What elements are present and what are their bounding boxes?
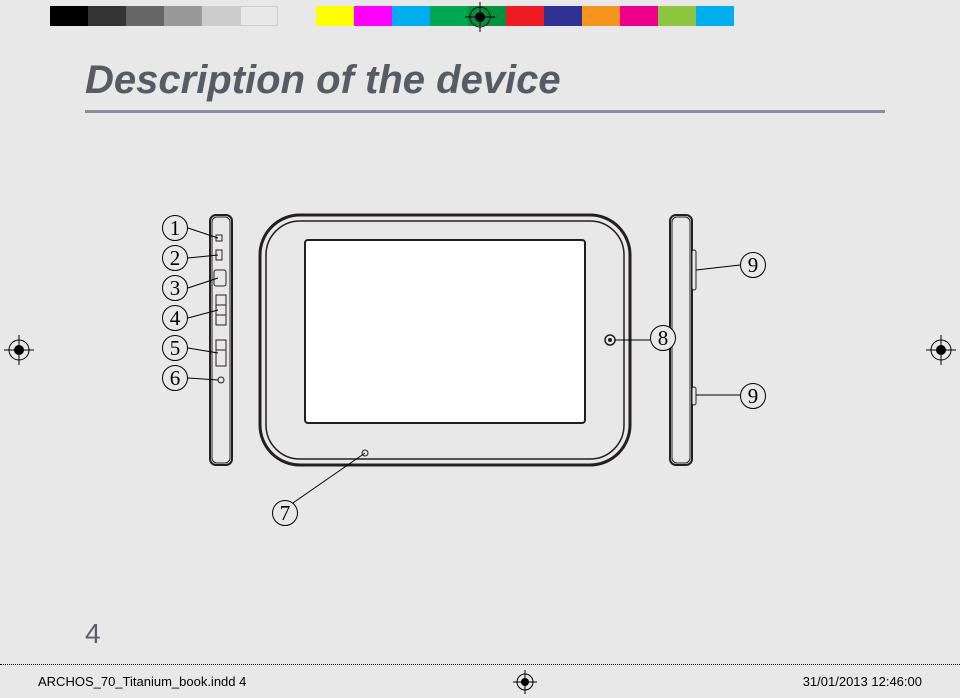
callout-9-bottom: 9: [740, 383, 766, 409]
swatch: [164, 6, 202, 26]
swatch: [506, 6, 544, 26]
swatch: [240, 6, 278, 26]
callout-label: 2: [170, 246, 181, 271]
callout-label: 6: [170, 366, 181, 391]
swatch: [430, 6, 468, 26]
callout-label: 4: [170, 306, 181, 331]
swatch: [88, 6, 126, 26]
callout-2: 2: [162, 245, 188, 271]
swatch: [658, 6, 696, 26]
swatch: [50, 6, 88, 26]
registration-mark-left: [4, 335, 34, 365]
footer-filename: ARCHOS_70_Titanium_book.indd 4: [38, 674, 246, 689]
footer-timestamp: 31/01/2013 12:46:00: [803, 674, 922, 689]
callout-label: 9: [748, 384, 759, 409]
page-number: 4: [85, 618, 101, 650]
device-front: [260, 215, 630, 465]
swatch: [354, 6, 392, 26]
swatch: [316, 6, 354, 26]
callout-label: 8: [658, 326, 669, 351]
callout-1: 1: [162, 215, 188, 241]
page-title: Description of the device: [85, 58, 561, 103]
swatch: [392, 6, 430, 26]
callout-7: 7: [272, 500, 298, 526]
callout-9-top: 9: [740, 252, 766, 278]
title-underline: [85, 110, 885, 113]
swatch: [202, 6, 240, 26]
callout-4: 4: [162, 305, 188, 331]
device-diagram: [130, 195, 880, 595]
callout-5: 5: [162, 335, 188, 361]
callout-3: 3: [162, 275, 188, 301]
slug-line: ARCHOS_70_Titanium_book.indd 4 31/01/201…: [0, 664, 960, 698]
callout-label: 5: [170, 336, 181, 361]
swatch: [582, 6, 620, 26]
callout-label: 3: [170, 276, 181, 301]
swatch: [544, 6, 582, 26]
callout-label: 7: [280, 501, 291, 526]
callout-label: 9: [748, 253, 759, 278]
swatch: [620, 6, 658, 26]
device-side-left: [210, 215, 232, 465]
callout-8: 8: [650, 325, 676, 351]
color-calibration-bar: [50, 6, 734, 26]
swatch: [126, 6, 164, 26]
swatch: [278, 6, 316, 26]
registration-mark-bottom: [513, 670, 537, 694]
callout-label: 1: [170, 216, 181, 241]
registration-mark-top: [465, 2, 495, 32]
registration-mark-right: [926, 335, 956, 365]
callout-6: 6: [162, 365, 188, 391]
swatch: [696, 6, 734, 26]
